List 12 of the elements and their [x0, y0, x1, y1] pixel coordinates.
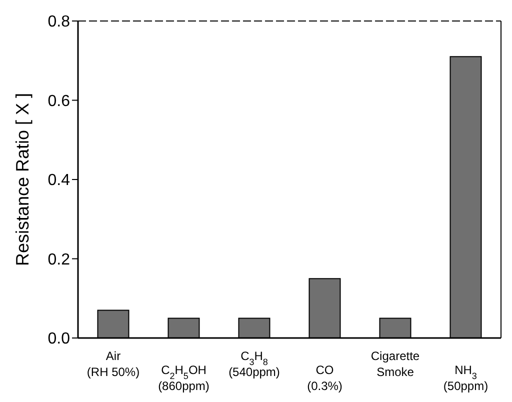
y-tick-label: 0.2 [48, 251, 70, 268]
x-tick-label: Cigarette Smoke [370, 349, 420, 379]
x-tick-label: CO (0.3%) [307, 363, 342, 393]
x-tick-label: NH$_{3}$ (50ppm) [443, 363, 488, 393]
y-axis-title: Resistance Ratio [ X ] [12, 92, 32, 266]
x-tick-label: C$_{3}$H$_{8}$ (540ppm) [228, 349, 280, 379]
y-tick-label: 0.4 [48, 172, 70, 190]
x-tick-label: Air (RH 50%) [86, 349, 140, 379]
y-tick-label: 0.8 [48, 14, 70, 31]
x-tick-label: C$_{2}$H$_{5}$OH (860ppm) [158, 363, 210, 393]
y-tick-label: 0.6 [48, 92, 70, 110]
y-tick-label: 0.0 [48, 330, 70, 348]
